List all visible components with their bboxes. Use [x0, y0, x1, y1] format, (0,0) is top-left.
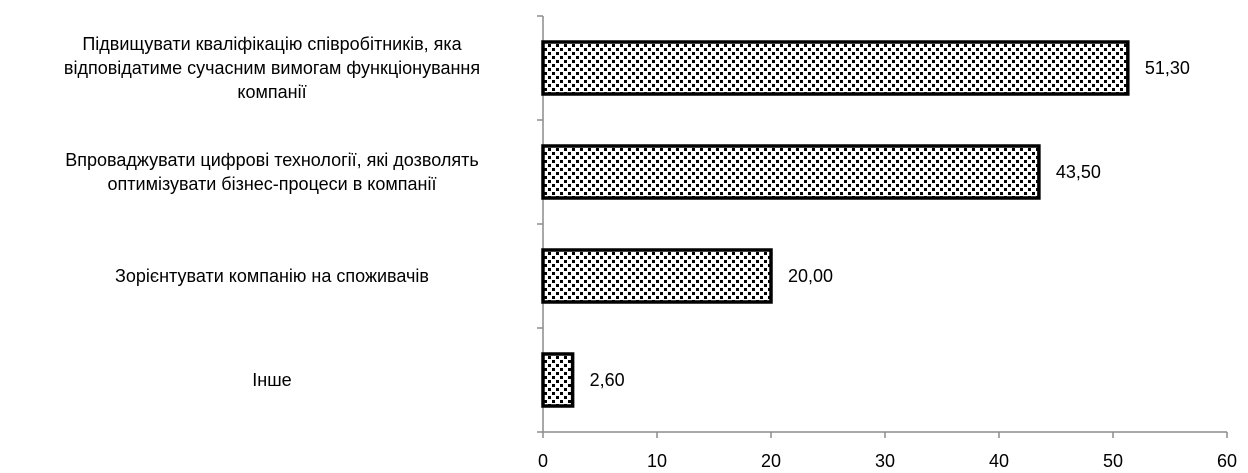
- x-tick-label: 20: [761, 451, 781, 471]
- bar: [541, 248, 773, 304]
- category-label: Зорієнтувати компанію на споживачів: [115, 266, 429, 286]
- category-label-line: Впроваджувати цифрові технології, які до…: [65, 150, 478, 170]
- category-label: Інше: [252, 370, 291, 390]
- bar: [541, 40, 1130, 96]
- data-label: 51,30: [1145, 58, 1190, 78]
- category-label-line: Інше: [252, 370, 291, 390]
- chart-labels: 0 10 20 30 40 50 60 51,30 Підвищувати кваліфікац…: [64, 34, 1237, 471]
- x-tick-label: 40: [989, 451, 1009, 471]
- category-label-line: оптимізувати бізнес-процеси в компанії: [108, 174, 437, 194]
- category-label: Впроваджувати цифрові технології, які до…: [65, 150, 478, 194]
- x-tick-label: 60: [1217, 451, 1237, 471]
- category-label-line: компанії: [237, 82, 306, 102]
- category-label-line: відповідатиме сучасним вимогам функціону…: [64, 58, 480, 78]
- data-label: 43,50: [1056, 162, 1101, 182]
- category-label: Підвищувати кваліфікацію співробітників,…: [64, 34, 480, 102]
- bar: [541, 144, 1041, 200]
- bar-series: [541, 40, 1130, 408]
- x-tick-label: 50: [1103, 451, 1123, 471]
- x-tick-label: 30: [875, 451, 895, 471]
- data-label: 20,00: [788, 266, 833, 286]
- x-tick-label: 10: [647, 451, 667, 471]
- category-label-line: Зорієнтувати компанію на споживачів: [115, 266, 429, 286]
- bar: [541, 352, 575, 408]
- category-label-line: Підвищувати кваліфікацію співробітників,…: [82, 34, 462, 54]
- data-label: 2,60: [590, 370, 625, 390]
- x-tick-label: 0: [538, 451, 548, 471]
